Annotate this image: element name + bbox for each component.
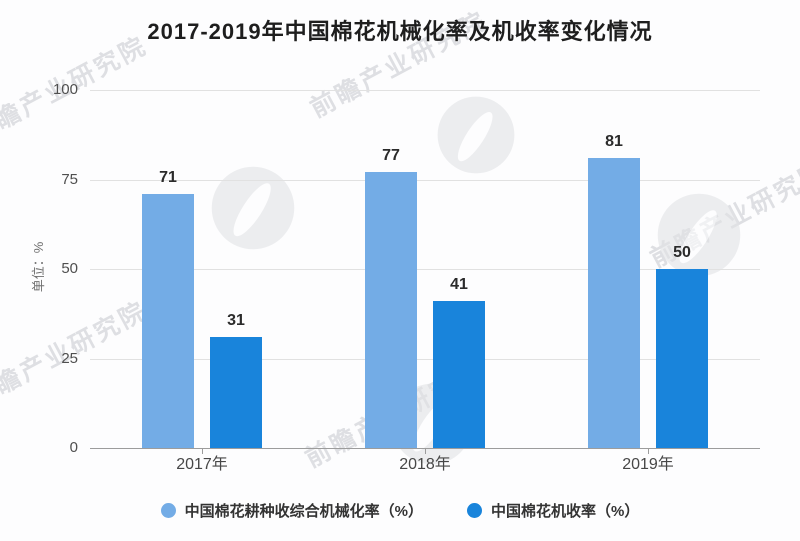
gridline-50 (90, 269, 760, 270)
legend-label: 中国棉花耕种收综合机械化率（%） (184, 503, 423, 520)
bar-2017年-series2 (210, 337, 262, 448)
bar-2018年-series2 (433, 301, 485, 448)
x-category-label: 2018年 (399, 456, 451, 473)
y-tick-label-75: 75 (61, 171, 78, 188)
bar-2019年-series1 (588, 158, 640, 448)
bar-2017年-series1 (142, 194, 194, 448)
gridline-100 (90, 90, 760, 91)
legend-item-series1: 中国棉花耕种收综合机械化率（%） (160, 500, 423, 521)
bar-value-label: 77 (382, 147, 400, 164)
y-tick-label-100: 100 (52, 81, 78, 98)
bar-value-label: 41 (450, 276, 468, 293)
x-tick-mark (202, 448, 203, 454)
x-category-label: 2019年 (622, 456, 674, 473)
gridline-25 (90, 359, 760, 360)
bar-2018年-series1 (365, 172, 417, 448)
x-category-label: 2017年 (176, 456, 228, 473)
x-tick-mark (648, 448, 649, 454)
y-tick-label-50: 50 (61, 260, 78, 277)
y-tick-label-0: 0 (69, 439, 78, 456)
legend-label: 中国棉花机收率（%） (491, 503, 640, 520)
bar-value-label: 71 (159, 169, 177, 186)
gridline-75 (90, 180, 760, 181)
legend-dot-icon (160, 503, 176, 518)
legend: 中国棉花耕种收综合机械化率（%） 中国棉花机收率（%） (0, 500, 800, 521)
bar-2019年-series2 (656, 269, 708, 448)
bar-value-label: 50 (673, 244, 691, 261)
x-tick-mark (425, 448, 426, 454)
legend-item-series2: 中国棉花机收率（%） (467, 500, 639, 521)
chart-title: 2017-2019年中国棉花机械化率及机收率变化情况 (147, 19, 653, 44)
plot-area: 71 31 77 41 81 50 (90, 90, 760, 449)
y-tick-label-25: 25 (61, 350, 78, 367)
bar-value-label: 31 (227, 312, 245, 329)
bar-value-label: 81 (605, 133, 623, 150)
legend-dot-icon (467, 503, 482, 518)
